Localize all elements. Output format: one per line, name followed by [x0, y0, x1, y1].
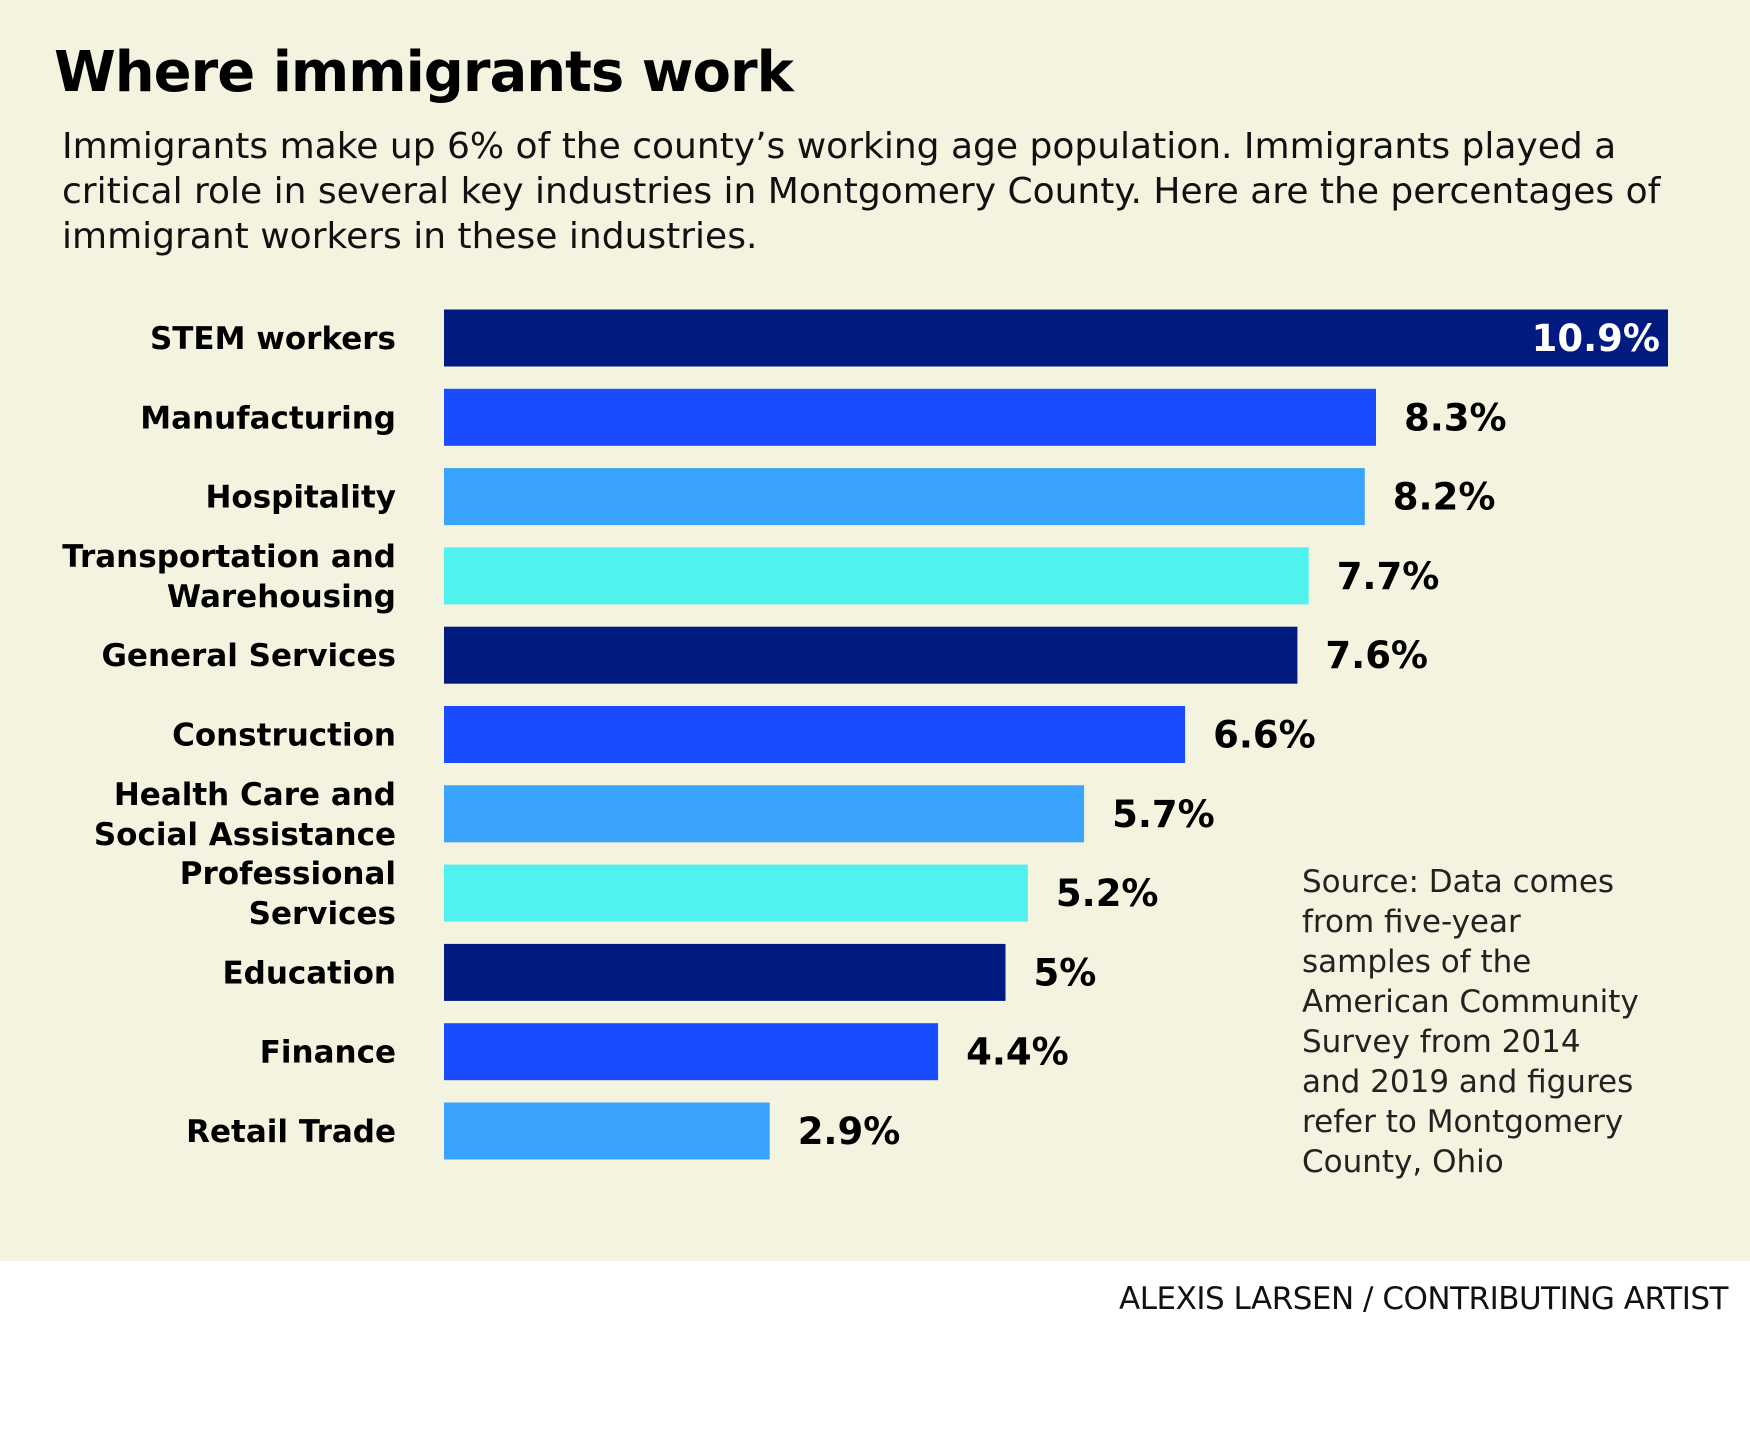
value-labels: 10.9% 8.3% 8.2% 7.7% 7.6%6.6% 5.7% 5.2% 5% 4.4% 2…: [798, 317, 1660, 1153]
category-labels: STEM workers Manufacturing Hospitality Tran…: [62, 321, 396, 1150]
category-label: Education: [222, 955, 396, 991]
bar: [444, 864, 1028, 922]
category-label: Construction: [172, 718, 396, 754]
value-label: 10.9%: [1532, 317, 1660, 360]
category-label: Transportation and Warehousing: [62, 539, 396, 615]
value-label: 5.2%: [1056, 872, 1159, 915]
value-label: 8.2%: [1393, 476, 1496, 519]
value-label: 5%: [1034, 951, 1097, 994]
category-label: Manufacturing: [140, 400, 396, 436]
category-label: Professional Services: [180, 856, 396, 932]
value-label: 7.7%: [1337, 555, 1440, 598]
bar: [444, 785, 1085, 843]
category-label: STEM workers: [150, 321, 396, 357]
bar: [444, 309, 1668, 367]
chart-title: Where immigrants work: [54, 40, 794, 105]
bar: [444, 626, 1298, 684]
value-label: 8.3%: [1404, 396, 1507, 439]
chart-subtitle: Immigrants make up 6% of the county’s wo…: [62, 126, 1661, 257]
category-label: Health Care and Social Assistance: [94, 777, 396, 853]
bars-layer: [444, 309, 1668, 1160]
artist-credit: ALEXIS LARSEN / CONTRIBUTING ARTIST: [1119, 1281, 1728, 1317]
category-label: Hospitality: [205, 480, 396, 516]
category-label: General Services: [101, 638, 396, 674]
value-label: 6.6%: [1213, 714, 1316, 757]
value-label: 2.9%: [798, 1110, 901, 1153]
category-label: Finance: [260, 1035, 396, 1071]
bar: [444, 943, 1006, 1001]
bar: [444, 388, 1376, 446]
bar: [444, 1102, 770, 1160]
bar-chart: STEM workers Manufacturing Hospitality Tran…: [62, 309, 1668, 1160]
bar: [444, 706, 1186, 763]
category-label: Retail Trade: [186, 1114, 396, 1150]
bar: [444, 468, 1365, 526]
value-label: 4.4%: [966, 1031, 1069, 1074]
bar: [444, 1023, 939, 1081]
source-note: Source: Data comes from five-year sample…: [1302, 864, 1639, 1180]
value-label: 5.7%: [1112, 793, 1215, 836]
value-label: 7.6%: [1325, 634, 1428, 677]
bar: [444, 547, 1309, 605]
